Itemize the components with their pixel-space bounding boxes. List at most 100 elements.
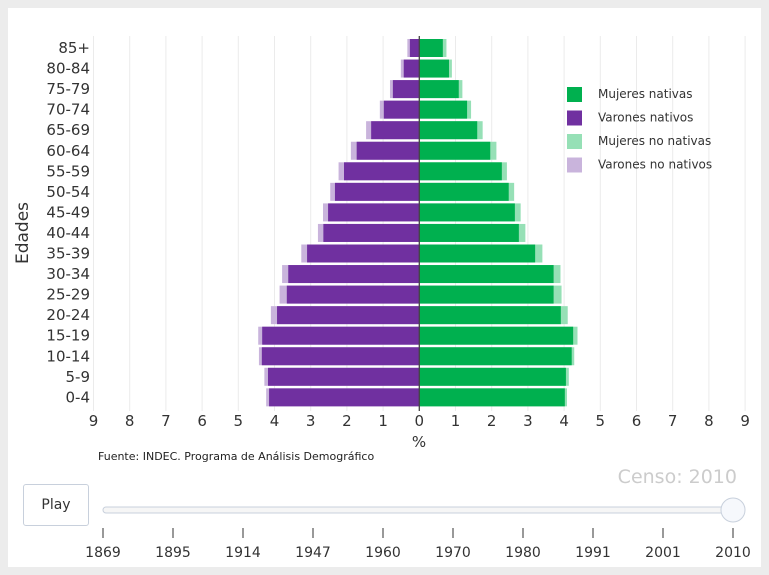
y-tick-label: 60-64 (46, 142, 90, 160)
y-tick-label: 35-39 (46, 245, 90, 263)
x-tick-label: 5 (596, 412, 606, 430)
bar-mujeres-nativas (419, 326, 574, 345)
bar-mujeres-nativas (419, 141, 491, 160)
x-tick-label: 0 (415, 412, 425, 430)
y-tick-label: 70-74 (46, 101, 90, 119)
x-tick-label: 7 (161, 412, 171, 430)
y-tick-label: 0-4 (66, 388, 91, 406)
bar-varones-nativos (383, 100, 420, 119)
x-tick-label: 2 (487, 412, 497, 430)
bar-mujeres-nativas (419, 100, 468, 119)
play-button[interactable]: Play (23, 484, 89, 526)
bar-varones-nativos (307, 244, 420, 263)
legend-swatch (567, 157, 582, 173)
bar-mujeres-nativas (419, 285, 554, 304)
chart-container: 9 8 7 6 5 4 3 2 1 0 1 2 3 4 5 6 7 8 9 0-4 5-9 10-14 15-19 20-24… (8, 8, 761, 567)
bar-varones-nativos (344, 162, 420, 181)
bar-varones-nativos (356, 141, 420, 160)
x-tick-label: 1 (378, 412, 388, 430)
y-tick-label: 30-34 (46, 265, 90, 283)
x-tick-label: 9 (740, 412, 750, 430)
bar-varones-nativos (323, 223, 420, 242)
legend-swatch (567, 110, 582, 126)
bar-varones-nativos (261, 347, 420, 366)
year-annotation: Censo: 2010 (618, 466, 737, 488)
slider-track[interactable] (102, 506, 734, 514)
x-tick-label: 6 (197, 412, 207, 430)
y-tick-label: 10-14 (46, 347, 90, 365)
y-tick-label: 45-49 (46, 203, 90, 221)
y-tick-label: 15-19 (46, 327, 90, 345)
slider-year-label[interactable]: 1980 (505, 545, 541, 561)
bar-varones-nativos (334, 182, 420, 201)
bar-varones-nativos (371, 121, 420, 140)
legend-label: Varones nativos (598, 111, 693, 125)
x-tick-label: 8 (125, 412, 135, 430)
bar-mujeres-nativas (419, 265, 554, 284)
bar-mujeres-nativas (419, 367, 566, 386)
y-tick-label: 25-29 (46, 286, 90, 304)
slider-year-label[interactable]: 1869 (85, 545, 121, 561)
y-tick-label: 40-44 (46, 224, 90, 242)
slider-year-label[interactable]: 1970 (435, 545, 471, 561)
legend-swatch (567, 134, 582, 149)
y-tick-label: 80-84 (46, 60, 90, 78)
x-tick-label: 2 (342, 412, 352, 430)
x-tick-label: 7 (668, 412, 678, 430)
legend-label: Mujeres no nativas (598, 134, 711, 148)
bar-varones-nativos (269, 388, 420, 407)
source-note: Fuente: INDEC. Programa de Análisis Demo… (98, 450, 374, 463)
bar-mujeres-nativas (419, 182, 509, 201)
bar-mujeres-nativas (419, 80, 459, 99)
x-tick-label: 3 (523, 412, 533, 430)
bar-mujeres-nativas (419, 121, 478, 140)
bar-mujeres-nativas (419, 162, 502, 181)
y-axis-label: Edades (13, 202, 33, 264)
bar-mujeres-nativas (419, 306, 561, 325)
x-tick-label: 3 (306, 412, 316, 430)
slider-year-label[interactable]: 1895 (155, 545, 191, 561)
bar-varones-nativos (286, 285, 420, 304)
legend-label: Varones no nativos (598, 158, 712, 172)
y-tick-label: 20-24 (46, 306, 90, 324)
legend-swatch (567, 87, 582, 102)
x-tick-label: 8 (704, 412, 714, 430)
bar-mujeres-nativas (419, 203, 515, 222)
bar-mujeres-nativas (419, 347, 572, 366)
bar-varones-nativos (409, 39, 420, 57)
slider-handle[interactable] (720, 497, 746, 523)
bar-varones-nativos (288, 265, 420, 284)
x-tick-label: 6 (632, 412, 642, 430)
bar-varones-nativos (267, 367, 420, 386)
x-tick-label: 4 (559, 412, 569, 430)
bar-mujeres-nativas (419, 223, 519, 242)
y-tick-label: 50-54 (46, 183, 90, 201)
slider-year-label[interactable]: 1947 (295, 545, 331, 561)
y-tick-label: 55-59 (46, 162, 90, 180)
x-tick-label: 4 (270, 412, 280, 430)
bar-varones-nativos (277, 306, 420, 325)
slider-year-label[interactable]: 1960 (365, 545, 401, 561)
legend-label: Mujeres nativas (598, 87, 693, 101)
x-tick-label: 5 (234, 412, 244, 430)
x-tick-label: 9 (89, 412, 99, 430)
y-tick-label: 5-9 (66, 368, 91, 386)
y-tick-label: 85+ (58, 39, 90, 57)
slider-year-label[interactable]: 2001 (645, 545, 681, 561)
slider-year-label[interactable]: 2010 (715, 545, 751, 561)
bar-varones-nativos (262, 326, 420, 345)
bar-mujeres-nativas (419, 39, 443, 57)
x-tick-label: 1 (451, 412, 461, 430)
x-axis-label: % (412, 433, 426, 451)
bar-mujeres-nativas (419, 388, 565, 407)
bar-mujeres-nativas (419, 59, 449, 78)
bar-varones-nativos (328, 203, 420, 222)
y-tick-label: 75-79 (46, 80, 90, 98)
slider-year-label[interactable]: 1991 (575, 545, 611, 561)
bar-varones-nativos (392, 80, 420, 99)
y-tick-label: 65-69 (46, 121, 90, 139)
bar-mujeres-nativas (419, 244, 536, 263)
bar-varones-nativos (403, 59, 420, 78)
slider-year-label[interactable]: 1914 (225, 545, 261, 561)
population-pyramid: 9 8 7 6 5 4 3 2 1 0 1 2 3 4 5 6 7 8 9 0-4 5-9 10-14 15-19 20-24… (13, 36, 751, 561)
